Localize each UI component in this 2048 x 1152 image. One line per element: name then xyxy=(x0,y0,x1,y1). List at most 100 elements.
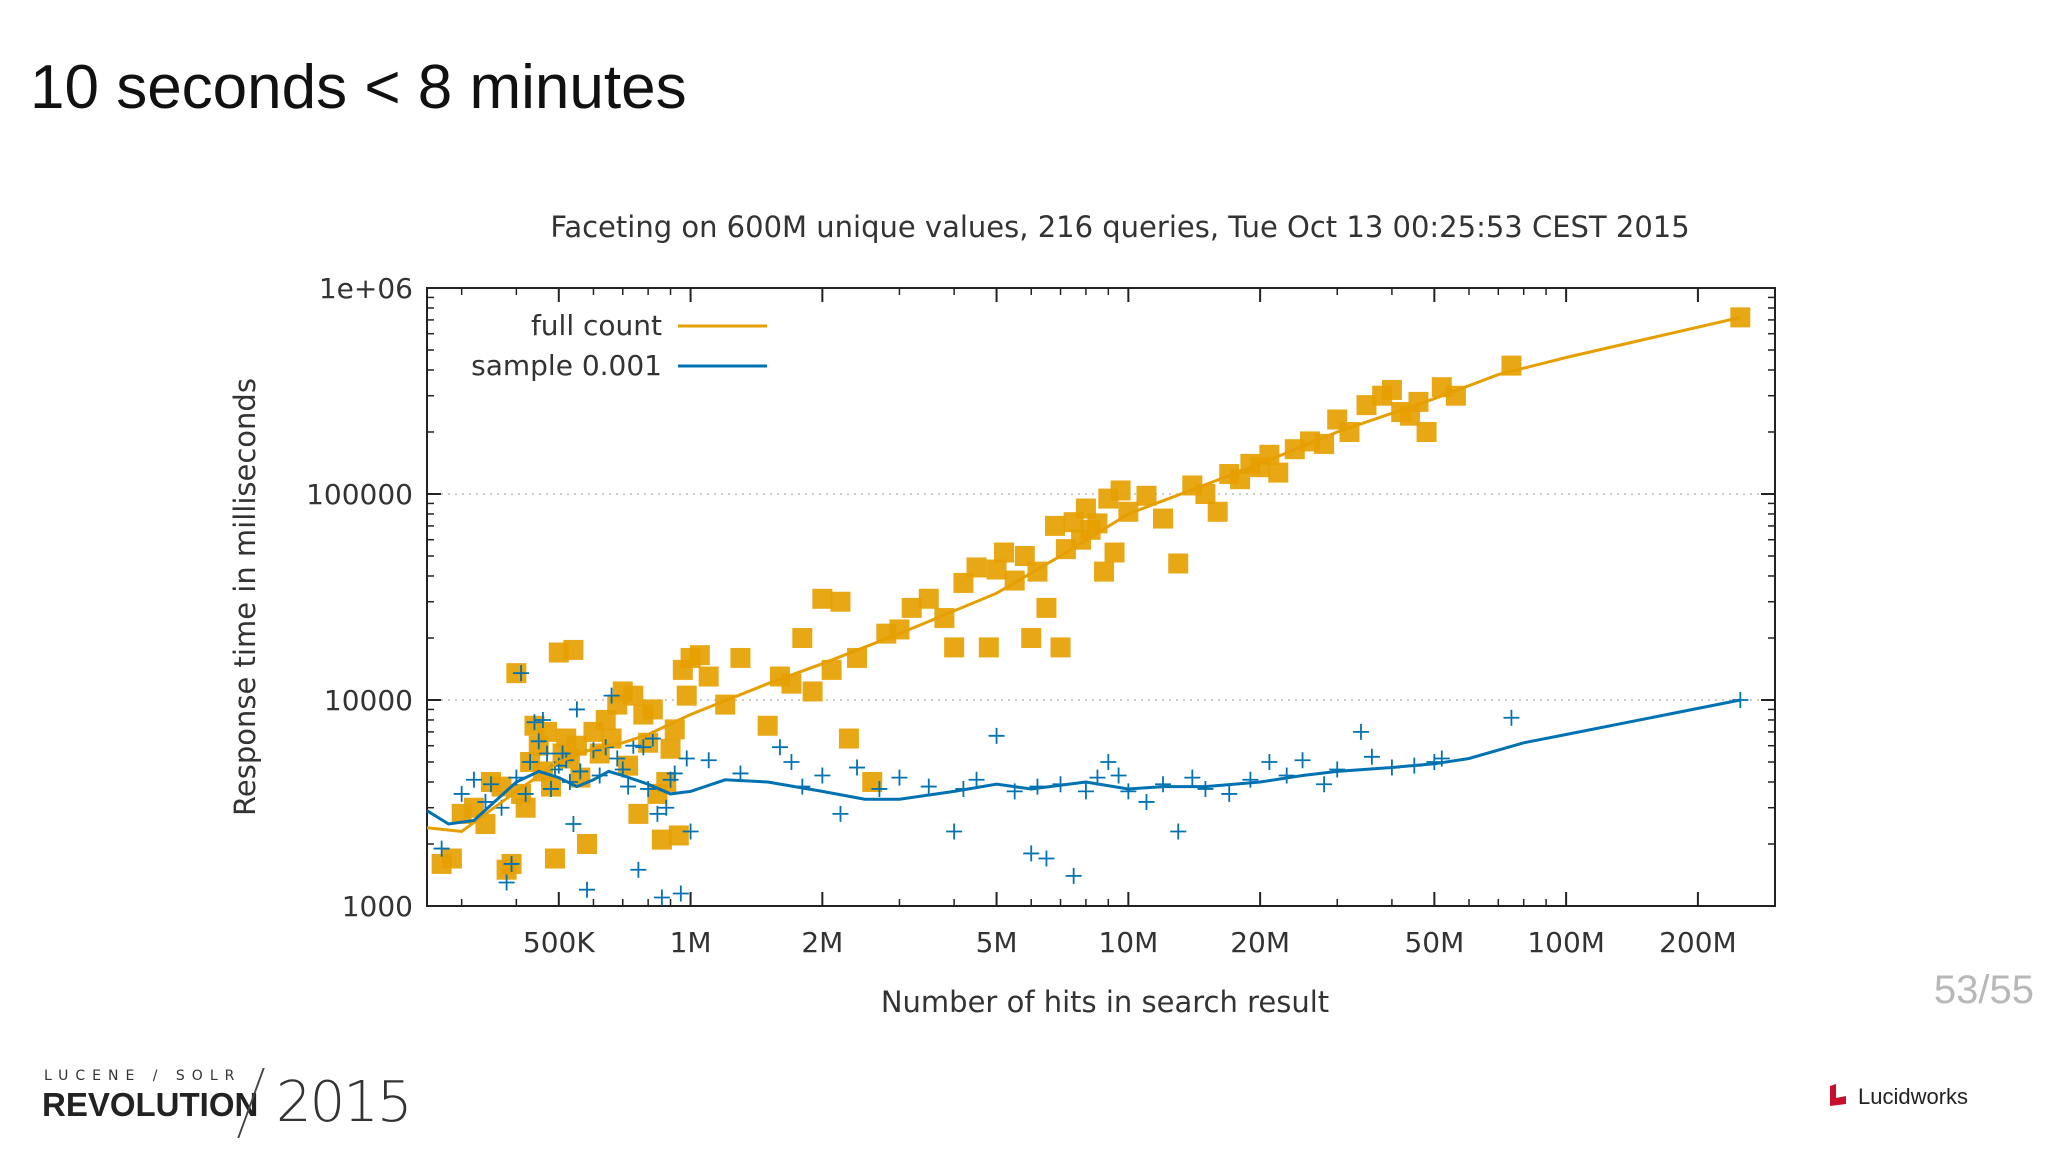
logo-year: 2015 xyxy=(276,1070,413,1135)
line-full-count xyxy=(426,315,1741,834)
point-sample xyxy=(572,763,589,780)
point-full-count xyxy=(628,803,649,824)
point-sample xyxy=(1077,783,1094,800)
x-tick-label: 50M xyxy=(1404,926,1464,959)
point-full-count xyxy=(1268,462,1289,483)
point-sample xyxy=(653,889,670,906)
x-tick-label: 10M xyxy=(1098,926,1158,959)
point-sample xyxy=(498,874,515,891)
y-tick-label: 1e+06 xyxy=(319,272,413,305)
lucidworks-logo: Lucidworks xyxy=(1828,1084,2008,1112)
point-full-count xyxy=(821,659,842,680)
point-full-count xyxy=(1730,307,1751,328)
point-sample xyxy=(988,727,1005,744)
point-sample xyxy=(630,861,647,878)
point-full-count xyxy=(994,542,1015,563)
point-sample xyxy=(482,776,499,793)
point-sample xyxy=(522,754,539,771)
point-full-count xyxy=(901,597,922,618)
point-full-count xyxy=(537,721,558,742)
point-full-count xyxy=(757,715,778,736)
point-full-count xyxy=(563,639,584,660)
point-full-count xyxy=(1195,484,1216,504)
point-sample xyxy=(1316,776,1333,793)
point-full-count xyxy=(978,637,999,658)
y-axis-label: Response time in milliseconds xyxy=(228,378,262,816)
point-sample xyxy=(1353,723,1370,740)
plot-border xyxy=(426,287,1776,907)
point-sample xyxy=(1329,761,1346,778)
point-full-count xyxy=(1356,395,1377,416)
point-full-count xyxy=(441,848,462,869)
point-sample xyxy=(1170,823,1187,840)
point-sample xyxy=(732,765,749,782)
point-sample xyxy=(771,739,788,756)
point-full-count xyxy=(1094,561,1115,582)
point-sample xyxy=(568,701,585,718)
point-sample xyxy=(1100,754,1117,771)
chart-title: Faceting on 600M unique values, 216 quer… xyxy=(550,210,1689,244)
x-tick-label: 200M xyxy=(1659,926,1737,959)
point-sample xyxy=(1120,783,1137,800)
point-full-count xyxy=(623,685,644,706)
point-full-count xyxy=(1168,553,1189,574)
point-sample xyxy=(579,881,596,898)
point-sample xyxy=(1294,752,1311,769)
x-tick-label: 1M xyxy=(670,926,712,959)
point-sample xyxy=(517,785,534,802)
x-tick-label: 5M xyxy=(976,926,1018,959)
point-full-count xyxy=(1207,501,1228,522)
point-sample xyxy=(832,805,849,822)
legend: full count sample 0.001 xyxy=(471,309,767,382)
point-sample xyxy=(534,711,551,728)
y-tick-label: 10000 xyxy=(324,684,413,717)
point-sample xyxy=(565,816,582,833)
point-full-count xyxy=(1445,385,1466,406)
point-full-count xyxy=(1104,542,1125,563)
point-sample xyxy=(1221,785,1238,802)
point-sample xyxy=(666,765,683,782)
point-full-count xyxy=(966,557,987,578)
point-sample xyxy=(672,885,689,902)
point-full-count xyxy=(862,771,883,792)
slide-title: 10 seconds < 8 minutes xyxy=(30,53,687,122)
point-sample xyxy=(649,805,666,822)
point-sample xyxy=(530,733,547,750)
point-sample xyxy=(658,799,675,816)
point-sample xyxy=(678,750,695,767)
point-full-count xyxy=(1110,480,1131,501)
axis-ticks: 1000 10000 100000 1e+06 500K 1M 2M 5M 10M 20M 50M 1… xyxy=(306,272,1775,959)
point-full-count xyxy=(781,673,802,694)
point-full-count xyxy=(515,797,536,818)
point-full-count xyxy=(698,666,719,687)
point-sample xyxy=(526,714,543,731)
point-sample xyxy=(503,855,520,872)
point-sample xyxy=(1023,845,1040,862)
logo-small-text: LUCENE / SOLR xyxy=(44,1068,242,1084)
x-tick-label: 100M xyxy=(1527,926,1605,959)
point-full-count xyxy=(830,591,851,612)
point-full-count xyxy=(1045,515,1066,536)
y-tick-label: 100000 xyxy=(306,478,413,511)
point-sample xyxy=(1155,776,1172,793)
point-sample xyxy=(920,778,937,795)
lucidworks-text: Lucidworks xyxy=(1858,1084,1969,1109)
logo-big-text: REVOLUTION xyxy=(42,1086,259,1123)
point-full-count xyxy=(1036,597,1057,618)
lucidworks-mark-icon xyxy=(1830,1084,1846,1106)
point-sample xyxy=(1065,867,1082,884)
point-full-count xyxy=(595,709,616,730)
point-full-count xyxy=(792,627,813,648)
point-full-count xyxy=(1014,546,1035,567)
point-sample xyxy=(871,780,888,797)
point-sample xyxy=(1278,767,1295,784)
y-tick-label: 1000 xyxy=(342,890,413,923)
point-full-count xyxy=(812,588,833,609)
point-full-count xyxy=(1416,421,1437,442)
point-full-count xyxy=(918,588,939,609)
x-tick-label: 500K xyxy=(523,926,595,959)
point-sample xyxy=(513,665,530,682)
point-full-count xyxy=(1153,508,1174,529)
point-full-count xyxy=(642,699,663,720)
